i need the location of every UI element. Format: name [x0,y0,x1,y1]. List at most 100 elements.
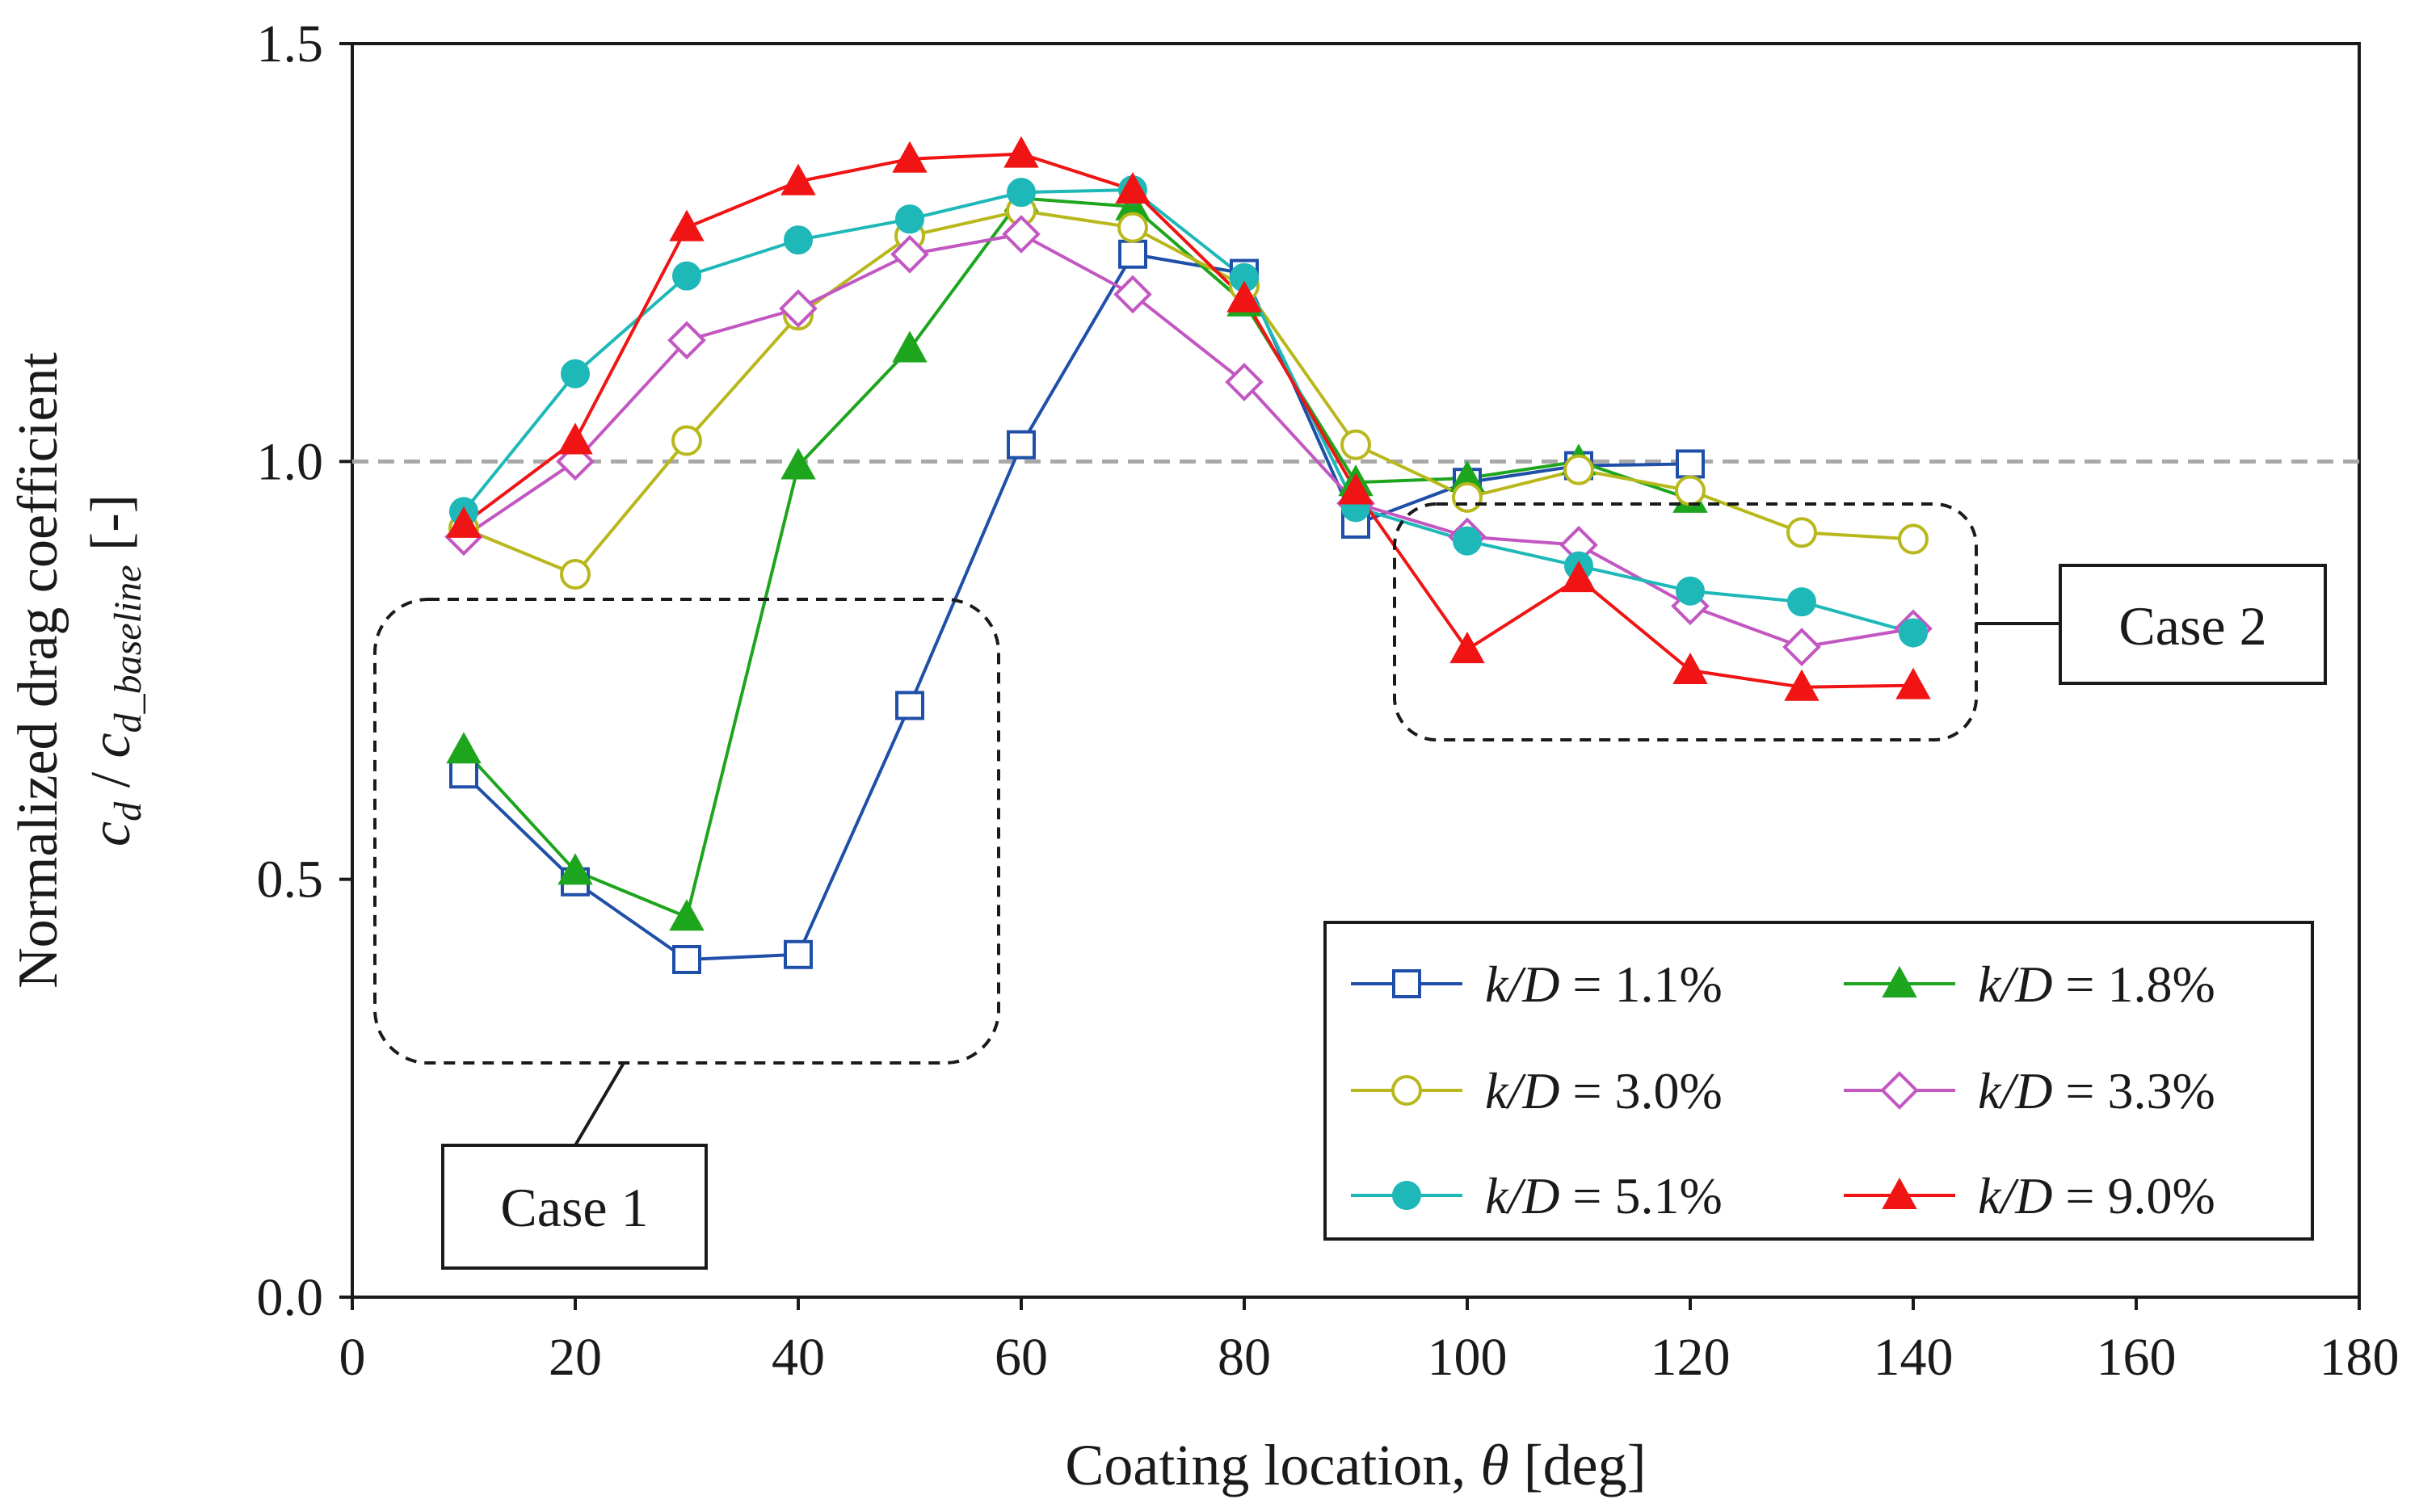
data-point [892,330,928,363]
legend-label-value: 3.3% [2108,1062,2215,1119]
legend-label-value: 1.1% [1615,956,1723,1013]
x-tick-label: 0 [339,1328,366,1387]
legend-label: k/D = 1.8% [1978,956,2215,1013]
data-point [557,853,593,885]
x-tick-label: 100 [1428,1328,1508,1387]
data-point [784,939,813,969]
legend: k/D = 1.1% k/D = 1.8%k/D = 3.0% k/D = 3.3%… [1351,956,2215,1224]
data-point [1782,628,1821,666]
data-point [1002,215,1041,254]
legend-label-value: 3.0% [1615,1062,1723,1119]
data-point [890,234,929,274]
x-axis-title-symbol: θ [1480,1433,1508,1497]
legend-swatch-marker [1880,1071,1919,1110]
x-tick-label: 160 [2097,1328,2177,1387]
legend-box [1323,921,2314,1241]
y-tick-label: 0.0 [257,1268,324,1327]
case2-region-box [1393,502,1978,741]
data-point [671,425,702,456]
case1-leader-line [574,1061,625,1147]
series-line-5 [462,188,1914,635]
data-point [560,559,591,590]
y-tick-label: 0.5 [257,850,324,909]
legend-label-prefix: k/D [1485,956,1559,1013]
data-point [1563,454,1594,485]
data-point [449,759,478,789]
series-line-6 [462,152,1914,689]
data-point [1786,517,1817,548]
data-point [780,163,816,195]
data-point [895,204,924,234]
legend-label-prefix: k/D [1485,1167,1559,1224]
legend-label-prefix: k/D [1978,1062,2052,1119]
data-point [1225,363,1264,401]
case2-label: Case 2 [2118,595,2266,657]
data-point [1899,618,1928,648]
legend-label: k/D = 9.0% [1978,1167,2215,1224]
data-point [1675,475,1706,506]
data-point [779,289,818,328]
legend-label-equals: = [1559,1167,1614,1224]
y-axis-title-line1: Normalized drag coefficient [7,352,69,989]
data-point [1118,239,1147,269]
data-point [1113,275,1152,314]
series-line-2 [462,196,1691,919]
data-point [1226,280,1262,313]
case1-label-box [441,1144,708,1270]
y-axis-title-unit: [-] [80,494,142,565]
data-point [672,261,701,291]
data-point [446,732,482,764]
legend-label-equals: = [2052,956,2107,1013]
y-tick-label: 1.0 [257,432,324,491]
x-tick-label: 60 [995,1328,1048,1387]
y-axis-title-sub2: d_baseline [107,565,149,733]
data-point [1003,136,1039,168]
case1-region-box [373,598,1000,1065]
data-point [557,422,593,455]
data-point [1676,449,1705,479]
data-point [1007,430,1036,460]
legend-label-equals: = [2052,1167,2107,1224]
y-axis-title-slash: / [80,758,142,801]
x-axis-title: Coating location, θ [deg] [1065,1433,1646,1497]
legend-label-equals: = [1559,1062,1614,1119]
data-point [784,225,813,255]
data-point [669,899,705,931]
legend-swatch-marker [1882,1177,1917,1209]
data-point [1561,561,1597,593]
y-axis-title-line2: cd / cd_baseline [-] [80,494,149,846]
series-line-3 [463,208,1914,577]
x-tick-label: 20 [549,1328,602,1387]
case1-label: Case 1 [500,1177,648,1238]
legend-label: k/D = 3.0% [1485,1062,1723,1119]
series-line-1 [462,252,1691,961]
data-point [1784,669,1820,701]
data-point [446,506,482,538]
legend-label-prefix: k/D [1978,956,2052,1013]
series-lines [462,152,1914,961]
y-axis-title-c1: c [80,821,142,846]
data-point [1340,429,1371,460]
data-point [1452,481,1483,513]
legend-label-value: 1.8% [2108,956,2215,1013]
x-tick-label: 140 [1874,1328,1954,1387]
legend-label-prefix: k/D [1978,1167,2052,1224]
data-point [672,944,701,974]
series-markers [444,136,1933,974]
y-axis-title-sub1: d [107,801,149,821]
data-point [1787,587,1816,617]
data-point [1676,576,1705,606]
legend-swatch-marker [1392,969,1421,998]
data-point [1117,212,1148,243]
data-point [667,321,706,360]
x-tick-label: 120 [1651,1328,1731,1387]
legend-label: k/D = 1.1% [1485,956,1723,1013]
data-point [895,691,924,720]
legend-label-equals: = [1559,956,1614,1013]
series-line-4 [462,232,1914,649]
legend-label-prefix: k/D [1485,1062,1559,1119]
data-point [1007,178,1036,208]
data-point [1898,523,1929,555]
data-point [1895,667,1931,699]
